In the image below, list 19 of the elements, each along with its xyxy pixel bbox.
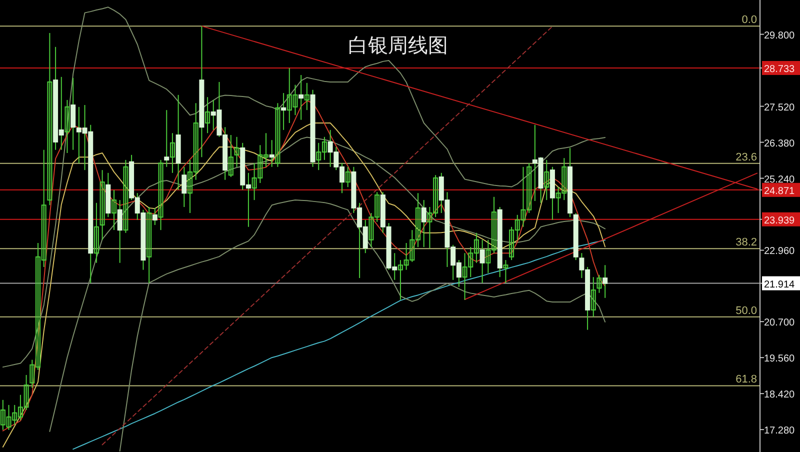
- annotation: 0.0: [742, 14, 757, 26]
- y-tick-label: 21.914: [764, 279, 796, 290]
- text: 白银周线图: [348, 35, 448, 57]
- y-tick-label: 19.560: [764, 354, 796, 365]
- y-tick-label: 28.733: [764, 64, 796, 75]
- y-tick-label: 27.520: [764, 102, 796, 114]
- y-tick-label: 22.960: [764, 246, 796, 258]
- y-tick-label: 24.871: [764, 186, 796, 197]
- y-tick-label: 29.800: [764, 30, 796, 42]
- annotation: 61.8: [736, 374, 757, 386]
- y-tick-label: 23.939: [764, 215, 796, 226]
- annotation: 38.2: [736, 236, 757, 249]
- y-tick-label: 26.380: [764, 138, 796, 150]
- y-tick-label: 18.420: [764, 390, 796, 401]
- y-tick-label: 20.700: [764, 318, 796, 329]
- y-tick-label: 25.240: [764, 174, 796, 186]
- annotation: 23.6: [736, 151, 757, 164]
- annotation: 50.0: [736, 304, 757, 317]
- y-tick-label: 17.280: [764, 426, 796, 437]
